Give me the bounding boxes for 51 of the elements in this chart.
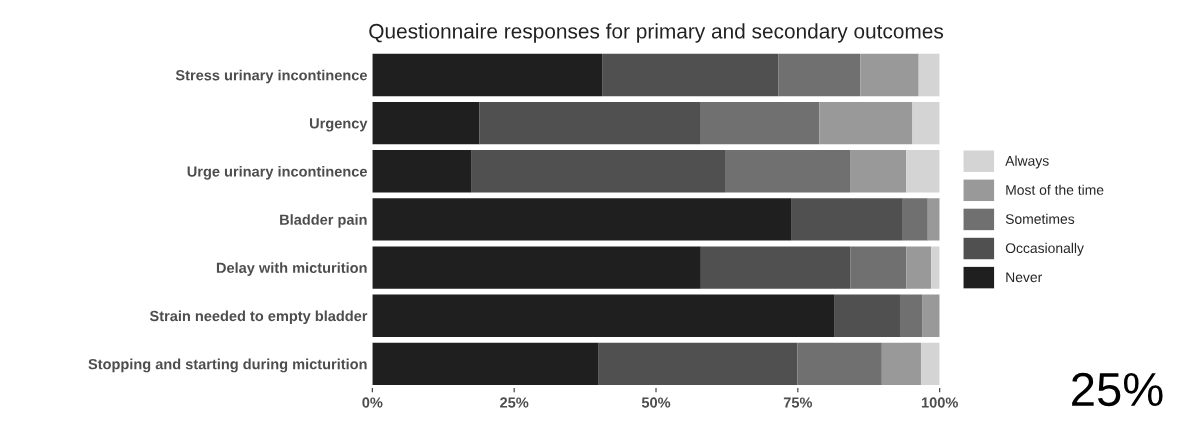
bar [598,342,798,386]
bar [906,246,932,289]
bar [372,53,603,97]
bar [881,342,921,386]
y-tick-label: Stress urinary incontinence [175,69,367,84]
bar [906,150,940,193]
bar [931,246,940,289]
bar [700,246,851,289]
bar [918,53,940,97]
bar [920,342,940,386]
y-tick-label: Urge urinary incontinence [187,165,367,180]
x-tick-label: 100% [921,397,958,408]
bar [899,294,923,337]
bar [700,101,820,145]
legend-label: Most of the time [1006,184,1104,195]
bar [791,198,903,241]
y-tick-label: Urgency [309,118,368,132]
bar [725,150,851,193]
bar [372,101,480,145]
bar [912,101,940,145]
bar [372,246,701,289]
y-tick-label: Strain needed to empty bladder [149,310,368,325]
x-tick-label: 0% [362,397,383,408]
bar [372,294,835,337]
y-tick-label: Stopping and starting during micturition [88,358,367,373]
bar [819,101,913,145]
x-tick-label: 25% [500,397,529,408]
bar [834,294,900,337]
x-tick-label: 50% [641,397,671,408]
y-tick-label: Delay with micturition [216,262,367,276]
bar [479,101,701,145]
bar [372,198,792,241]
legend-label: Occasionally [1005,242,1084,256]
bar [797,342,882,386]
legend-label: Sometimes [1005,213,1075,224]
bar [850,150,907,193]
legend-label: Always [1005,155,1049,169]
bar [922,294,940,337]
x-tick-label: 75% [783,397,813,408]
bar [927,198,940,241]
bar [860,53,919,97]
bar [850,246,907,289]
bar [778,53,861,97]
legend-label: Never [1006,272,1043,283]
bar [471,150,726,193]
y-tick-label: Bladder pain [280,214,367,228]
bar [602,53,779,97]
bar [372,342,599,386]
bar [902,198,928,241]
bar [372,150,472,193]
chart-title: Questionnaire responses for primary and secondary outcomes [369,23,944,43]
